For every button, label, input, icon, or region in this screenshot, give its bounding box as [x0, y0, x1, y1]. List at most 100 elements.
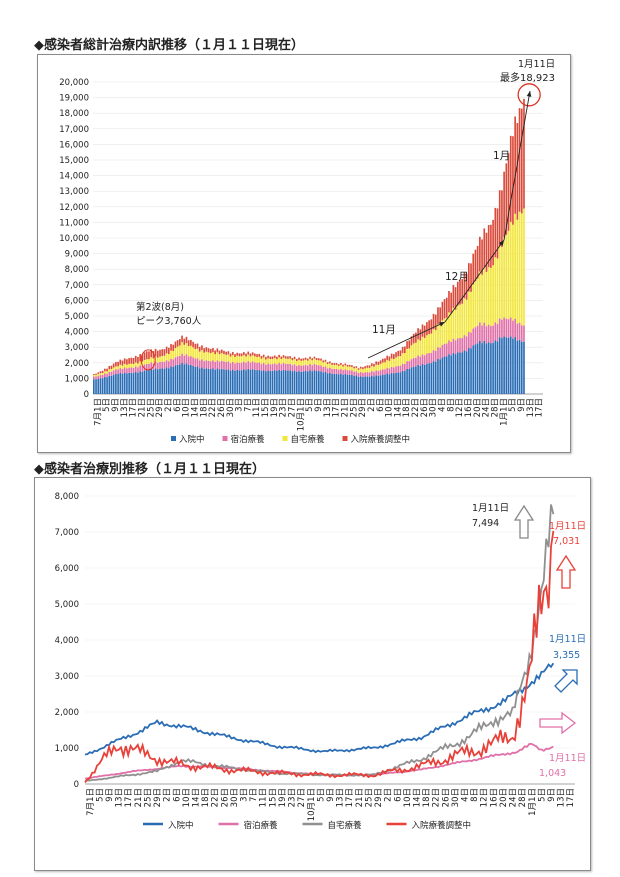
bar-segment-1 [322, 372, 325, 394]
bar-segment-3 [289, 358, 291, 364]
bar-segment-2 [209, 361, 212, 370]
x-tick-label: 1月1日 [528, 788, 538, 816]
x-tick-label: 14日 [190, 398, 200, 417]
bar-segment-1 [121, 373, 124, 394]
y-tick-label: 1,000 [55, 744, 79, 754]
x-tick-label: 21日 [340, 398, 350, 417]
bar-segment-4 [410, 336, 413, 346]
bar-segment-3 [128, 363, 130, 368]
bar-segment-3 [397, 356, 400, 366]
trend-arrow-dec-head [498, 240, 504, 246]
bar-segment-4 [381, 358, 384, 363]
bar-segment-3 [388, 360, 391, 369]
bar-segment-2 [509, 317, 512, 337]
y-tick-label: 8,000 [65, 265, 89, 275]
bar-segment-1 [256, 370, 258, 394]
bar-segment-4 [331, 362, 333, 365]
bar-segment-3 [351, 366, 353, 371]
bar-segment-4 [121, 360, 124, 366]
bar-segment-2 [474, 327, 477, 345]
bar-segment-3 [260, 358, 263, 365]
bar-segment-1 [351, 374, 353, 394]
bar-segment-1 [141, 371, 144, 394]
bar-segment-3 [152, 358, 155, 364]
bar-segment-1 [375, 375, 378, 394]
bar-segment-4 [212, 348, 214, 353]
bar-segment-1 [227, 369, 230, 394]
bar-segment-4 [395, 352, 397, 358]
bar-segment-1 [503, 336, 505, 394]
bar-segment-4 [463, 271, 466, 299]
bar-segment-2 [373, 371, 375, 377]
bar-segment-4 [465, 273, 468, 300]
x-tick-label: 22日 [208, 398, 218, 417]
x-tick-label: 4日 [438, 398, 448, 412]
bar-segment-1 [240, 370, 243, 394]
x-tick-label: 7日 [249, 788, 259, 802]
x-tick-label: 17日 [345, 788, 355, 807]
bar-segment-4 [251, 352, 254, 356]
x-tick-label: 2日 [367, 398, 377, 412]
bar-segment-3 [401, 353, 404, 364]
bar-segment-1 [329, 372, 331, 394]
series-line-4 [84, 530, 555, 784]
bar-segment-4 [247, 351, 250, 355]
x-tick-label: 13日 [115, 788, 125, 807]
bar-segment-3 [280, 359, 283, 365]
bar-segment-1 [410, 367, 413, 394]
x-tick-label: 18日 [402, 398, 412, 417]
bar-segment-1 [168, 368, 170, 394]
bar-segment-2 [280, 364, 283, 371]
bar-segment-1 [395, 372, 397, 394]
series-line-1 [84, 662, 555, 756]
bar-segment-2 [381, 369, 384, 375]
x-tick-label: 5日 [95, 788, 105, 802]
bar-segment-1 [514, 337, 516, 394]
bar-segment-2 [112, 370, 115, 375]
bar-segment-3 [448, 312, 450, 341]
bar-segment-3 [375, 364, 378, 371]
legend-label: 宿泊療養 [231, 434, 266, 445]
bar-segment-3 [216, 352, 219, 361]
bar-segment-2 [399, 365, 402, 373]
bar-segment-1 [300, 371, 303, 394]
bar-segment-4 [512, 136, 514, 225]
bar-segment-2 [163, 361, 166, 369]
trend-arrow-jan [503, 90, 531, 241]
annotation-nov: 11月 [372, 324, 396, 336]
bar-segment-3 [340, 364, 342, 369]
bar-segment-2 [148, 363, 150, 371]
bar-segment-4 [240, 353, 243, 357]
bar-segment-2 [218, 361, 221, 370]
bar-segment-3 [468, 291, 470, 332]
bar-segment-1 [198, 368, 201, 394]
bar-segment-3 [185, 343, 188, 355]
bar-segment-2 [437, 347, 439, 360]
bar-segment-2 [227, 361, 230, 370]
bar-segment-3 [110, 369, 113, 372]
bar-segment-1 [154, 368, 157, 394]
bar-segment-4 [134, 355, 137, 363]
bar-segment-2 [404, 363, 406, 372]
annotation-wave: 第2波(8月) [136, 301, 184, 313]
bar-segment-3 [384, 362, 386, 370]
bar-segment-2 [421, 354, 424, 365]
bar-segment-3 [359, 368, 362, 373]
bar-segment-3 [278, 357, 280, 363]
bar-segment-4 [223, 350, 225, 355]
bar-segment-1 [390, 372, 393, 394]
legend-label: 入院中 [168, 820, 194, 831]
bar-segment-1 [187, 365, 190, 394]
bar-segment-1 [379, 375, 382, 394]
bar-segment-2 [426, 353, 428, 364]
bar-segment-2 [265, 364, 267, 372]
bar-segment-4 [348, 364, 351, 367]
bar-segment-2 [154, 361, 157, 369]
bar-segment-4 [408, 340, 411, 349]
bar-segment-1 [311, 371, 314, 394]
y-tick-label: 13,000 [59, 187, 89, 197]
bar-segment-4 [326, 362, 329, 365]
bar-segment-4 [150, 349, 153, 358]
bar-segment-1 [287, 370, 289, 394]
bar-segment-1 [430, 363, 433, 394]
